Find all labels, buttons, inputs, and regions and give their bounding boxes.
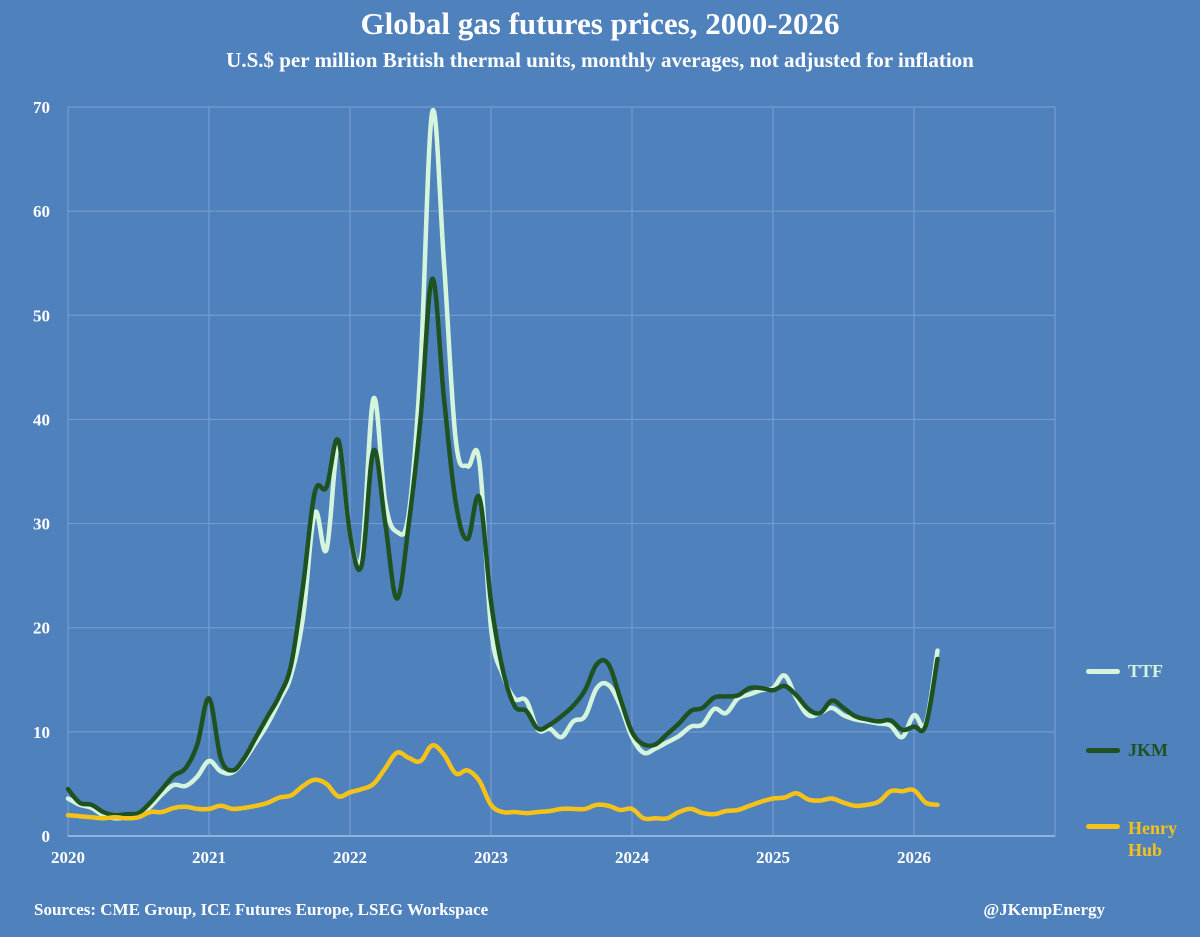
y-tick-label: 40 [33, 410, 50, 429]
grid-layer [67, 106, 1056, 837]
legend-label-henry-hub: Henry Hub [1128, 817, 1177, 861]
y-tick-label: 10 [33, 723, 50, 742]
series-line-henry-hub [65, 743, 940, 822]
x-tick-label: 2024 [615, 848, 650, 867]
x-tick-label: 2025 [756, 848, 790, 867]
legend-swatch-henry-hub [1086, 824, 1120, 829]
y-tick-label: 0 [42, 827, 51, 846]
legend-swatch-jkm [1086, 748, 1120, 753]
legend-label-jkm: JKM [1128, 740, 1168, 760]
x-tick-label: 2020 [51, 848, 85, 867]
legend-label-henry-hub-line2: Hub [1128, 840, 1163, 860]
x-tick-label: 2021 [192, 848, 226, 867]
y-tick-label: 70 [33, 98, 50, 117]
sources-note: Sources: CME Group, ICE Futures Europe, … [34, 900, 489, 919]
legend-label-henry-hub-line1: Henry [1128, 818, 1177, 838]
x-tick-label: 2022 [333, 848, 367, 867]
y-tick-label: 50 [33, 306, 50, 325]
series-line-ttf [65, 107, 940, 821]
y-tick-label: 20 [33, 619, 50, 638]
y-tick-label: 30 [33, 515, 50, 534]
x-tick-label: 2023 [474, 848, 508, 867]
axis-layer: 0 10 20 30 40 50 60 70 2020 2021 2022 2023 2024 2025 2… [33, 98, 1055, 867]
author-handle: @JKempEnergy [983, 900, 1105, 919]
series-line-jkm [65, 276, 940, 818]
legend-swatch-ttf [1086, 669, 1120, 674]
chart-subtitle: U.S.$ per million British thermal units,… [226, 48, 974, 72]
chart-title: Global gas futures prices, 2000-2026 [360, 6, 840, 41]
legend-label-ttf: TTF [1128, 661, 1164, 681]
series-layer [65, 107, 940, 822]
y-tick-label: 60 [33, 202, 50, 221]
x-tick-label: 2026 [897, 848, 931, 867]
